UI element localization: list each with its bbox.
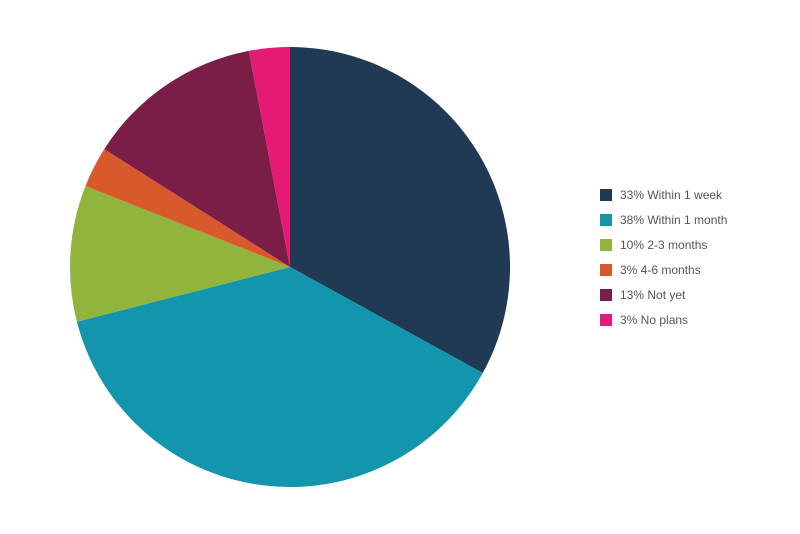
- legend-swatch: [600, 289, 612, 301]
- pie-slice-label: 3%: [255, 7, 278, 24]
- legend-label: 38% Within 1 month: [620, 213, 727, 227]
- pie-slice-label: 33%: [491, 130, 523, 147]
- legend-label: 3% No plans: [620, 313, 688, 327]
- legend-item: 10% 2-3 months: [600, 238, 727, 252]
- legend-swatch: [600, 264, 612, 276]
- legend-item: 38% Within 1 month: [600, 213, 727, 227]
- legend: 33% Within 1 week 38% Within 1 month 10% 2…: [600, 188, 727, 327]
- legend-swatch: [600, 239, 612, 251]
- pie-chart-container: 33% 38% 10% 3% 13% 3% 33% Within 1 week 38% Wi…: [0, 0, 800, 534]
- pie-slice-label: 13%: [132, 50, 164, 67]
- legend-swatch: [600, 314, 612, 326]
- legend-item: 3% No plans: [600, 313, 727, 327]
- legend-label: 33% Within 1 week: [620, 188, 722, 202]
- pie-slice-label: 10%: [22, 242, 54, 259]
- legend-label: 10% 2-3 months: [620, 238, 707, 252]
- legend-label: 13% Not yet: [620, 288, 685, 302]
- legend-item: 13% Not yet: [600, 288, 727, 302]
- legend-swatch: [600, 214, 612, 226]
- legend-item: 3% 4-6 months: [600, 263, 727, 277]
- legend-label: 3% 4-6 months: [620, 263, 701, 277]
- legend-swatch: [600, 189, 612, 201]
- legend-item: 33% Within 1 week: [600, 188, 727, 202]
- pie-slice-label: 38%: [242, 508, 274, 525]
- pie-slice-label: 3%: [54, 144, 77, 161]
